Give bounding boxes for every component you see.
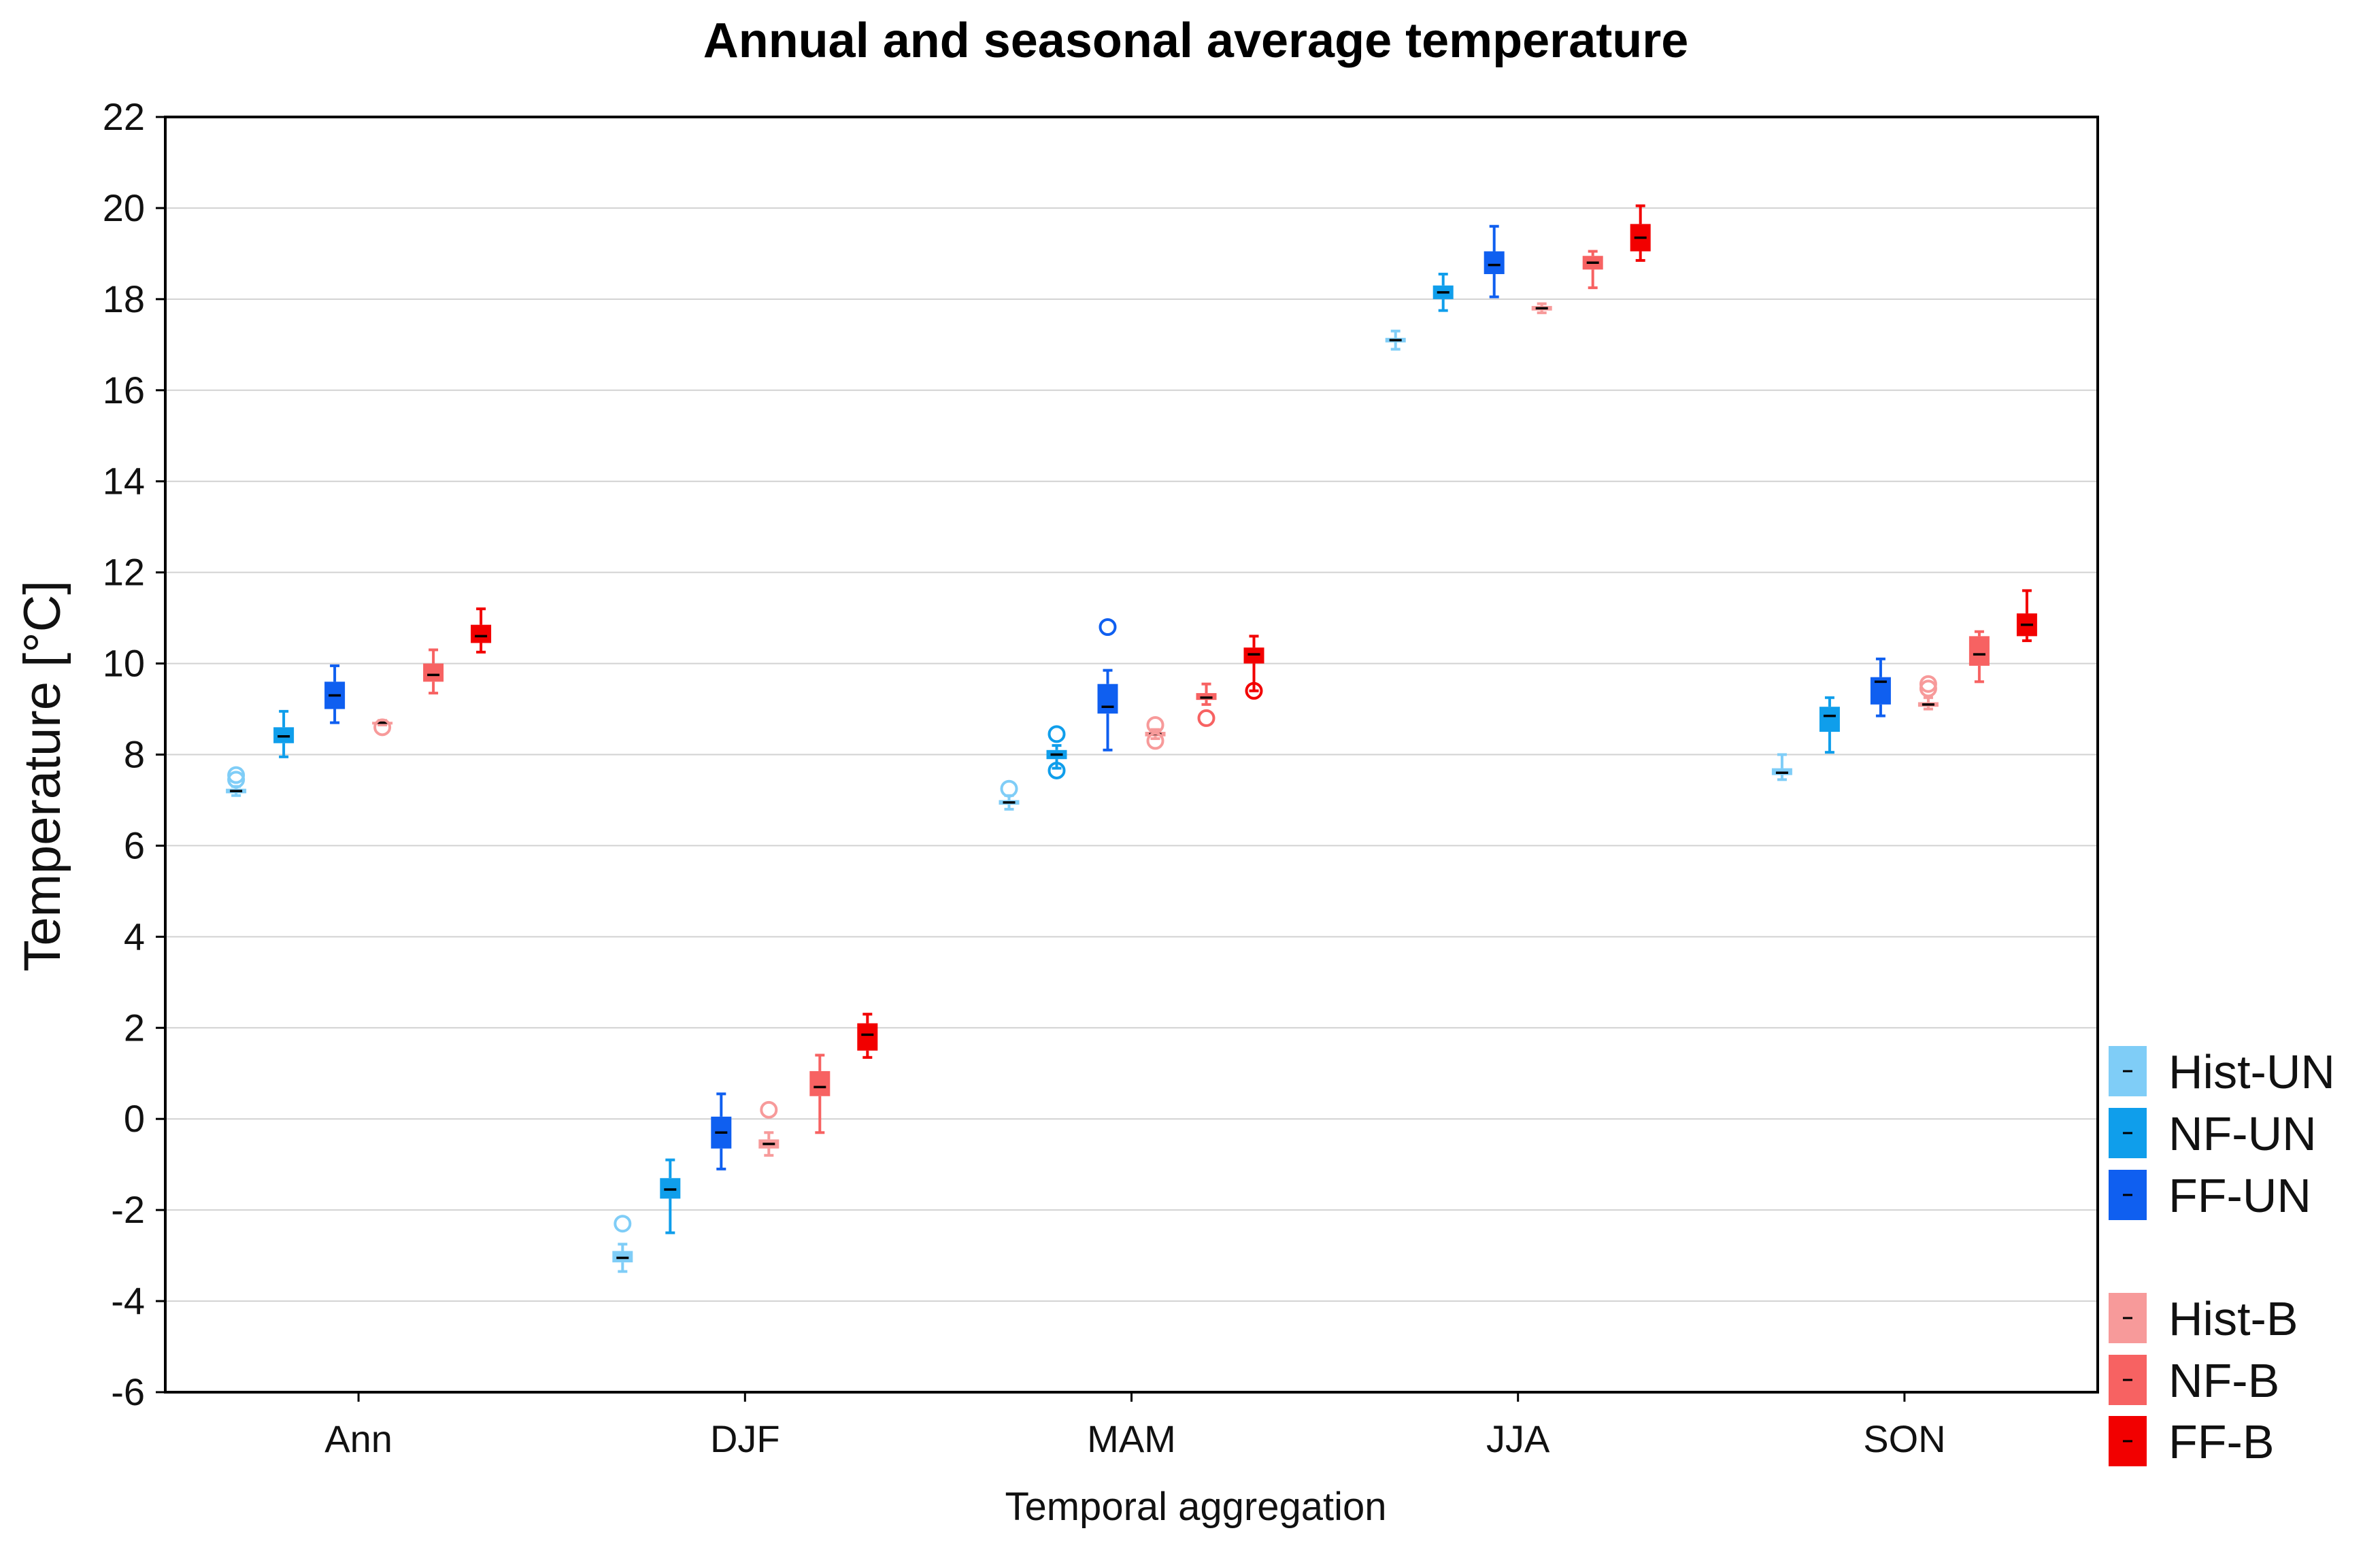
y-tick-label: 4 <box>124 915 145 958</box>
y-tick-label: 8 <box>124 733 145 776</box>
y-tick-label: 16 <box>103 369 145 411</box>
x-axis-label: Temporal aggregation <box>1005 1485 1386 1529</box>
outlier-point <box>373 718 392 737</box>
y-tick-label: 12 <box>103 551 145 594</box>
outlier-point <box>1047 725 1066 743</box>
outlier-point <box>1197 709 1216 727</box>
y-tick-label: 22 <box>103 95 145 138</box>
y-tick-label: -2 <box>111 1188 145 1231</box>
box-hist-b-djf <box>758 1100 780 1157</box>
y-tick-label: -6 <box>111 1370 145 1413</box>
legend-item-nf-un: NF-UN <box>2109 1107 2317 1160</box>
y-tick-label: 20 <box>103 186 145 229</box>
box-iqr <box>1097 684 1118 714</box>
legend-label: Hist-UN <box>2168 1045 2335 1098</box>
box-ff-b-ann <box>471 607 492 654</box>
box-iqr <box>1484 251 1505 275</box>
y-tick-label: 0 <box>124 1097 145 1140</box>
y-tick-label: 14 <box>103 460 145 503</box>
grid-lines <box>165 116 2098 1393</box>
box-hist-b-ann <box>372 718 393 737</box>
x-axis-ticks: Ann DJF MAM JJA SON <box>324 1392 1946 1460</box>
y-tick-label: -4 <box>111 1279 145 1322</box>
box-iqr <box>1968 636 1990 666</box>
box-nf-un-son <box>1819 696 1840 754</box>
box-ff-b-jja <box>1630 204 1651 262</box>
y-axis-label: Temperature [°C] <box>14 580 71 971</box>
box-hist-un-mam <box>999 779 1020 811</box>
outlier-point <box>1245 681 1263 700</box>
x-tick-label: DJF <box>710 1417 780 1460</box>
box-nf-un-jja <box>1432 273 1454 312</box>
legend: Hist-UN NF-UN FF-UN Hist-B NF-B FF-B <box>2109 1045 2335 1468</box>
box-hist-un-jja <box>1385 329 1406 351</box>
box-nf-b-ann <box>423 648 444 695</box>
outlier-point <box>614 1215 632 1233</box>
box-nf-b-mam <box>1196 682 1217 727</box>
outlier-point <box>227 766 246 784</box>
box-nf-b-son <box>1968 630 1990 684</box>
box-ff-un-ann <box>324 664 346 724</box>
y-tick-label: 2 <box>124 1006 145 1049</box>
legend-label: FF-B <box>2168 1415 2275 1468</box>
legend-item-hist-b: Hist-B <box>2109 1292 2298 1345</box>
legend-label: FF-UN <box>2168 1169 2311 1222</box>
box-iqr <box>1819 707 1840 732</box>
legend-label: Hist-B <box>2168 1292 2298 1345</box>
box-plots <box>226 204 2037 1273</box>
outlier-point <box>1919 675 1937 693</box>
box-ff-b-son <box>2016 589 2037 643</box>
legend-item-ff-un: FF-UN <box>2109 1169 2311 1222</box>
x-tick-label: SON <box>1863 1417 1945 1460</box>
y-tick-label: 10 <box>103 642 145 685</box>
chart-title: Annual and seasonal average temperature <box>703 14 1689 68</box>
box-nf-un-mam <box>1046 725 1067 779</box>
outlier-point <box>1099 618 1117 636</box>
outlier-point <box>1000 779 1018 798</box>
y-tick-label: 18 <box>103 277 145 320</box>
box-nf-un-djf <box>660 1158 681 1234</box>
legend-item-ff-b: FF-B <box>2109 1415 2275 1468</box>
box-ff-b-mam <box>1243 635 1264 700</box>
box-ff-un-mam <box>1097 618 1118 752</box>
box-iqr <box>471 624 492 643</box>
box-hist-b-son <box>1917 675 1939 711</box>
box-iqr <box>857 1023 878 1051</box>
box-hist-un-ann <box>226 766 247 797</box>
box-ff-b-djf <box>857 1013 878 1059</box>
box-nf-b-jja <box>1582 250 1603 290</box>
legend-label: NF-B <box>2168 1354 2279 1407</box>
x-tick-label: JJA <box>1486 1417 1550 1460</box>
x-tick-label: Ann <box>324 1417 392 1460</box>
outlier-point <box>1146 715 1164 734</box>
box-nf-b-djf <box>809 1053 831 1134</box>
box-iqr <box>423 663 444 682</box>
box-hist-un-djf <box>612 1215 633 1273</box>
box-nf-un-ann <box>273 709 295 758</box>
box-hist-b-jja <box>1531 302 1552 314</box>
outlier-point <box>1047 761 1066 779</box>
box-ff-un-son <box>1870 657 1891 718</box>
box-ff-un-djf <box>711 1092 732 1170</box>
box-iqr <box>809 1070 831 1096</box>
x-tick-label: MAM <box>1087 1417 1176 1460</box>
legend-item-nf-b: NF-B <box>2109 1354 2279 1407</box>
box-hist-un-son <box>1771 753 1792 781</box>
outlier-point <box>760 1100 778 1119</box>
y-tick-label: 6 <box>124 824 145 866</box>
legend-item-hist-un: Hist-UN <box>2109 1045 2335 1098</box>
legend-label: NF-UN <box>2168 1107 2317 1160</box>
box-ff-un-jja <box>1484 224 1505 299</box>
box-hist-b-mam <box>1145 715 1166 750</box>
